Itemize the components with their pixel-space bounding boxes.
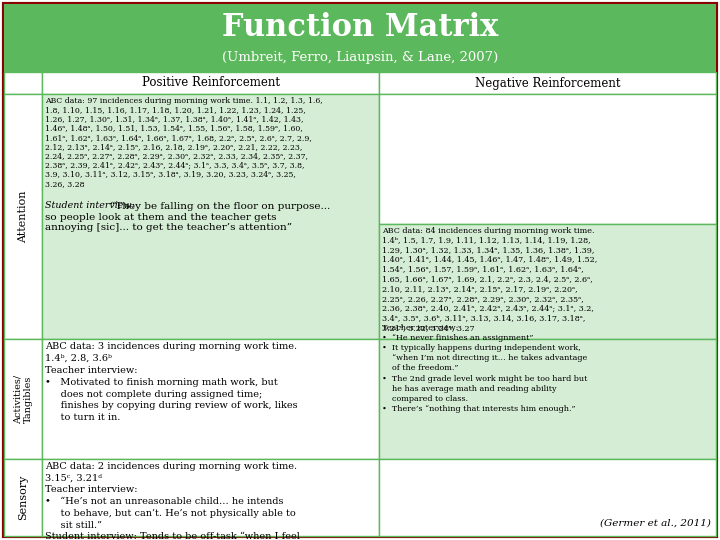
Text: Activities/
Tangibles: Activities/ Tangibles <box>13 374 32 423</box>
Bar <box>42 94 379 339</box>
Text: Teacher interview:
•  “He never finishes an assignment”
•  It typically happens : Teacher interview: • “He never finishes … <box>382 324 588 413</box>
Text: so people look at them and the teacher gets: so people look at them and the teacher g… <box>45 213 276 221</box>
Bar <box>379 72 716 94</box>
Text: annoying [sic]... to get the teacher’s attention”: annoying [sic]... to get the teacher’s a… <box>45 224 292 233</box>
Bar <box>379 94 716 224</box>
Text: Attention: Attention <box>18 191 28 243</box>
Text: 1.4ᵇ, 1.5, 1.7, 1.9, 1.11, 1.12, 1.13, 1.14, 1.19, 1.28,
1.29, 1.30ᵃ, 1.32, 1.33: 1.4ᵇ, 1.5, 1.7, 1.9, 1.11, 1.12, 1.13, 1… <box>382 236 598 332</box>
Text: Positive Reinforcement: Positive Reinforcement <box>142 77 279 90</box>
Bar <box>42 72 379 94</box>
Text: Function Matrix: Function Matrix <box>222 12 498 43</box>
Text: (Umbreit, Ferro, Liaupsin, & Lane, 2007): (Umbreit, Ferro, Liaupsin, & Lane, 2007) <box>222 51 498 64</box>
Text: Student interview:: Student interview: <box>45 201 135 211</box>
Bar <box>379 224 716 339</box>
Text: Sensory: Sensory <box>18 475 28 520</box>
Bar <box>4 72 42 94</box>
Text: ABC data: 84 incidences during morning work time.: ABC data: 84 incidences during morning w… <box>382 227 595 235</box>
Bar <box>42 339 379 458</box>
Bar <box>379 458 716 536</box>
Text: “They be falling on the floor on purpose...: “They be falling on the floor on purpose… <box>110 201 330 211</box>
Bar <box>4 94 42 339</box>
Bar <box>4 4 716 72</box>
Bar <box>42 458 379 536</box>
Text: ABC data: 97 incidences during morning work time. 1.1, 1.2, 1.3, 1.6,
1.8, 1.10,: ABC data: 97 incidences during morning w… <box>45 97 323 188</box>
Bar <box>379 339 716 458</box>
Bar <box>4 339 42 458</box>
Text: ABC data: 3 incidences during morning work time.
1.4ᵇ, 2.8, 3.6ᵇ
Teacher intervi: ABC data: 3 incidences during morning wo… <box>45 342 297 422</box>
Bar <box>4 458 42 536</box>
Text: (Germer et al., 2011): (Germer et al., 2011) <box>600 519 711 528</box>
Text: Negative Reinforcement: Negative Reinforcement <box>474 77 620 90</box>
Text: ABC data: 2 incidences during morning work time.
3.15ᶜ, 3.21ᵈ
Teacher interview:: ABC data: 2 incidences during morning wo… <box>45 462 300 540</box>
